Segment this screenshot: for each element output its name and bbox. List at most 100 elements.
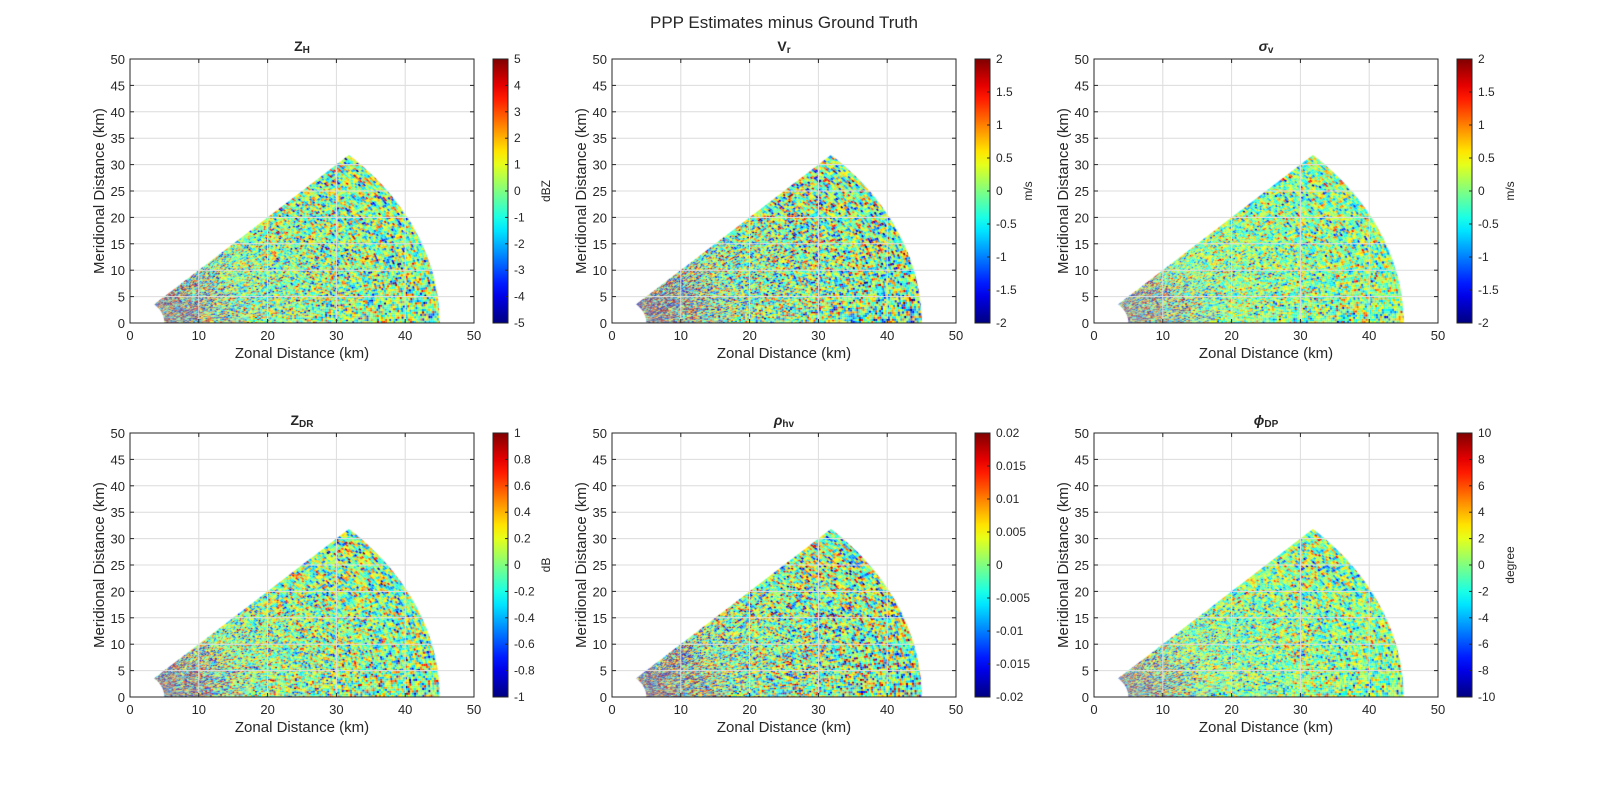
x-tick-label: 10 [674, 702, 688, 717]
y-tick-label: 15 [1075, 611, 1089, 626]
x-axis-label: Zonal Distance (km) [717, 719, 851, 736]
colorbar-tick-label: -0.005 [996, 591, 1030, 605]
title-subscript: hv [782, 419, 794, 430]
colorbar-tick-label: 0.005 [996, 525, 1026, 539]
subplot-title: Vr [777, 38, 790, 56]
x-tick-label: 0 [126, 328, 133, 343]
colorbar-tick-label: -4 [1478, 611, 1489, 625]
y-tick-label: 30 [1075, 532, 1089, 547]
figure-title: PPP Estimates minus Ground Truth [650, 13, 918, 32]
y-tick-label: 50 [1075, 52, 1089, 67]
title-subscript: v [1268, 45, 1274, 56]
colorbar-tick-label: -5 [514, 316, 525, 330]
x-tick-label: 20 [1224, 328, 1238, 343]
x-tick-label: 0 [1090, 328, 1097, 343]
subplot-6: 0 10 20 30 40 5005101520253035404550ϕDPZonal … [1055, 412, 1517, 736]
y-tick-label: 25 [1075, 184, 1089, 199]
x-tick-label: 0 [608, 328, 615, 343]
colorbar-tick-label: 0.2 [514, 532, 531, 546]
subplot-title: ρhv [773, 412, 795, 430]
x-tick-label: 10 [674, 328, 688, 343]
y-tick-label: 15 [593, 611, 607, 626]
y-tick-label: 25 [1075, 558, 1089, 573]
y-tick-label: 50 [593, 52, 607, 67]
y-tick-label: 20 [593, 210, 607, 225]
y-tick-label: 30 [1075, 158, 1089, 173]
x-tick-label: 50 [949, 702, 963, 717]
colorbar-tick-label: -1 [996, 250, 1007, 264]
x-tick-label: 30 [1293, 328, 1307, 343]
x-tick-label: 10 [1156, 702, 1170, 717]
x-tick-label: 30 [329, 702, 343, 717]
y-tick-label: 5 [1082, 664, 1089, 679]
colorbar-tick-label: -4 [514, 290, 525, 304]
x-tick-label: 30 [1293, 702, 1307, 717]
y-tick-label: 15 [111, 237, 125, 252]
x-tick-label: 0 [126, 702, 133, 717]
y-tick-label: 25 [593, 184, 607, 199]
y-tick-label: 35 [111, 505, 125, 520]
axes-box [611, 58, 957, 324]
colorbar-tick-label: -1 [514, 690, 525, 704]
x-tick-label: 40 [398, 702, 412, 717]
axes-box [129, 58, 475, 324]
colorbar-label: dBZ [539, 180, 553, 202]
x-tick-label: 10 [192, 328, 206, 343]
y-axis-label: Meridional Distance (km) [91, 482, 108, 648]
y-tick-label: 40 [111, 479, 125, 494]
colorbar-tick-label: 1.5 [1478, 85, 1495, 99]
colorbar-tick-label: -1.5 [1478, 283, 1499, 297]
colorbar-tick-label: 5 [514, 52, 521, 66]
y-tick-label: 40 [1075, 479, 1089, 494]
y-tick-label: 35 [1075, 505, 1089, 520]
y-tick-label: 25 [111, 558, 125, 573]
axes-box [1093, 432, 1439, 698]
colorbar-tick-label: 0 [996, 558, 1003, 572]
y-tick-label: 0 [600, 690, 607, 705]
y-tick-label: 20 [593, 584, 607, 599]
colorbar-tick-label: -0.5 [996, 217, 1017, 231]
y-tick-label: 20 [1075, 584, 1089, 599]
x-tick-label: 40 [1362, 702, 1376, 717]
colorbar-tick-label: 0.5 [996, 151, 1013, 165]
y-tick-label: 20 [1075, 210, 1089, 225]
title-subscript: DR [299, 419, 314, 430]
colorbar-tick-label: 6 [1478, 479, 1485, 493]
title-base: ρ [773, 412, 783, 428]
x-axis-label: Zonal Distance (km) [235, 719, 369, 736]
y-tick-label: 20 [111, 584, 125, 599]
y-tick-label: 45 [111, 452, 125, 467]
colorbar-tick-label: -2 [1478, 584, 1489, 598]
colorbar-tick-label: -2 [514, 237, 525, 251]
y-tick-label: 10 [1075, 637, 1089, 652]
y-tick-label: 50 [111, 426, 125, 441]
title-subscript: H [303, 45, 310, 56]
y-tick-label: 5 [1082, 290, 1089, 305]
y-tick-label: 5 [600, 290, 607, 305]
y-tick-label: 40 [593, 105, 607, 120]
title-subscript: r [787, 45, 791, 56]
y-tick-label: 0 [118, 316, 125, 331]
x-tick-label: 50 [1431, 328, 1445, 343]
x-tick-label: 50 [467, 328, 481, 343]
colorbar-tick-label: 0 [996, 184, 1003, 198]
y-tick-label: 35 [593, 505, 607, 520]
y-tick-label: 30 [111, 532, 125, 547]
y-tick-label: 0 [1082, 690, 1089, 705]
x-tick-label: 10 [192, 702, 206, 717]
y-tick-label: 5 [118, 664, 125, 679]
colorbar-tick-label: 0.6 [514, 479, 531, 493]
y-tick-label: 5 [118, 290, 125, 305]
colorbar-tick-label: -2 [996, 316, 1007, 330]
colorbar-tick-label: -0.015 [996, 657, 1030, 671]
x-tick-label: 50 [467, 702, 481, 717]
y-tick-label: 0 [1082, 316, 1089, 331]
y-tick-label: 45 [111, 78, 125, 93]
colorbar-tick-label: 10 [1478, 426, 1492, 440]
colorbar-tick-label: 1 [514, 158, 521, 172]
title-subscript: DP [1264, 419, 1278, 430]
colorbar-tick-label: -8 [1478, 664, 1489, 678]
y-tick-label: 40 [111, 105, 125, 120]
